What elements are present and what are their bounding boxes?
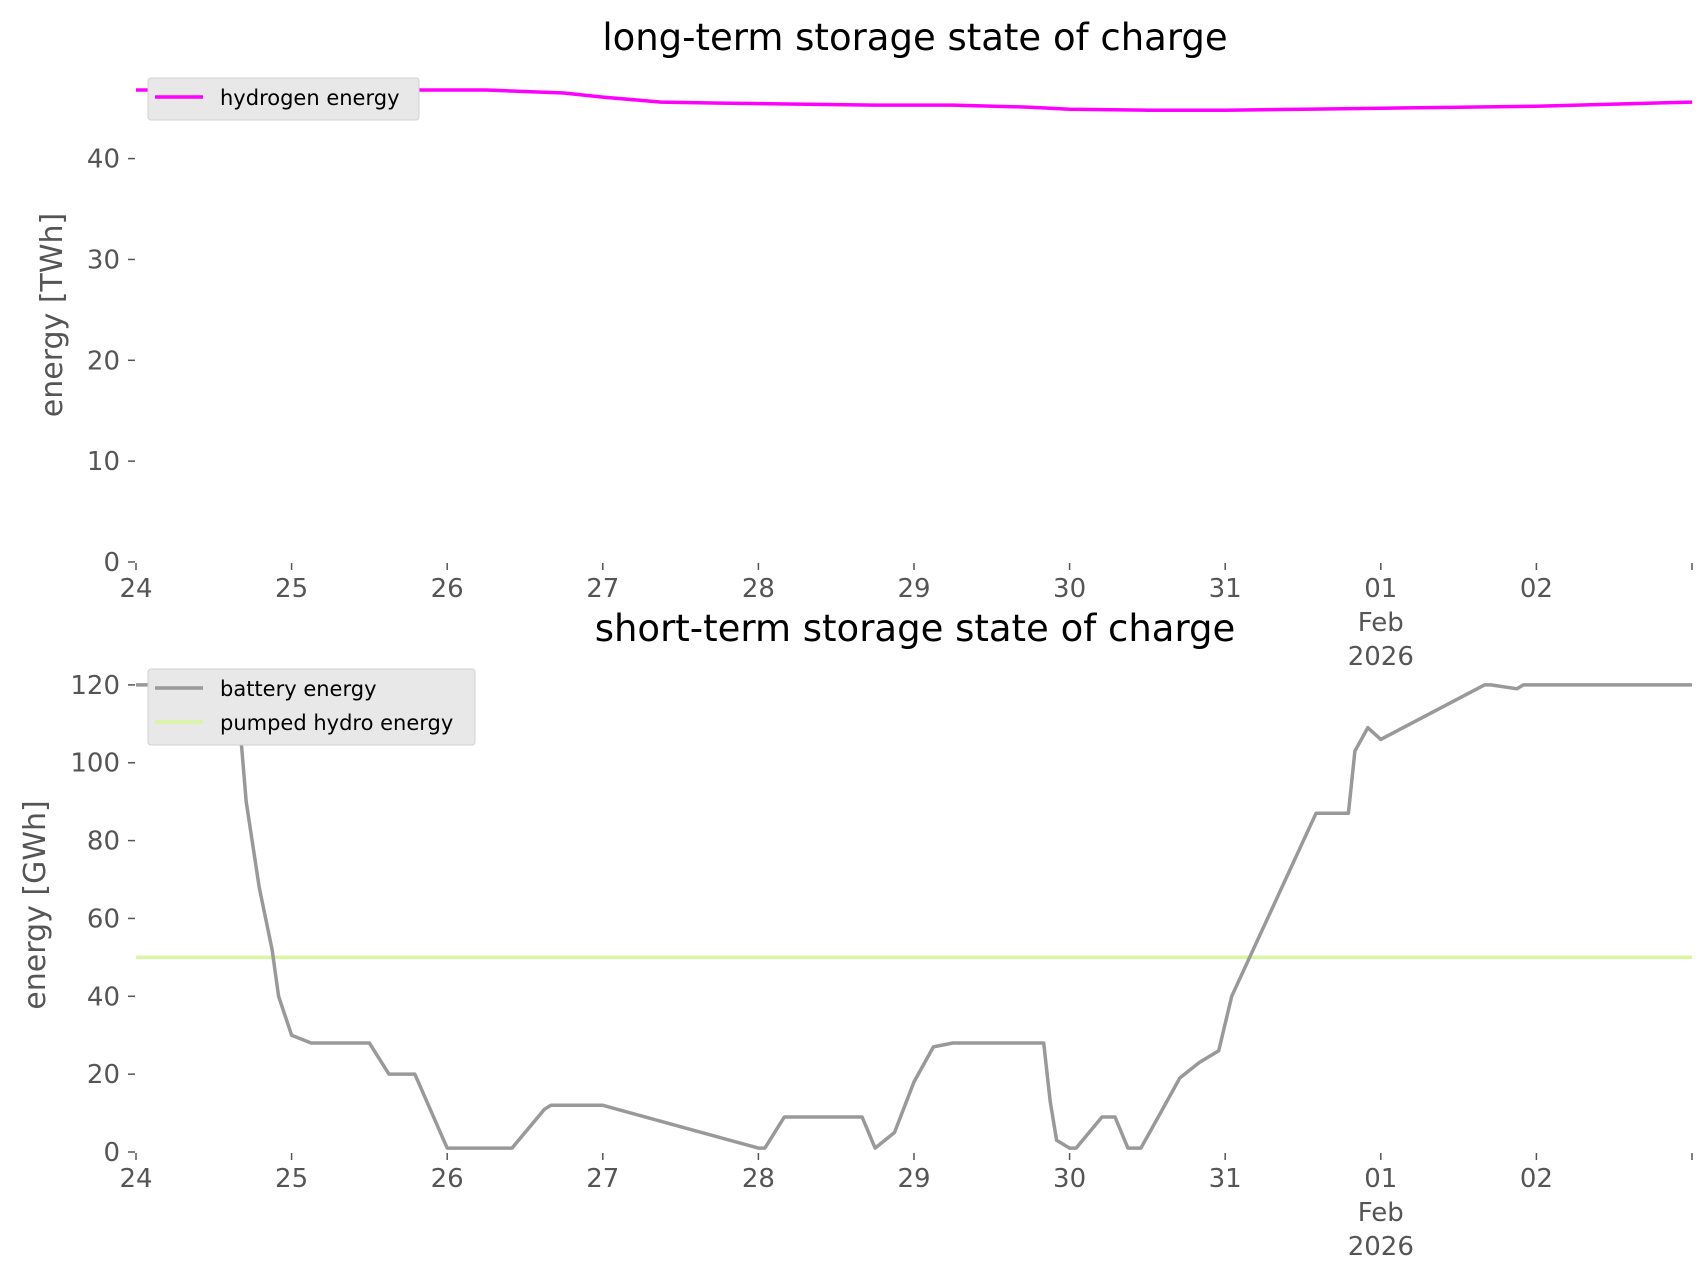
x-tick-label: 2026 bbox=[1348, 642, 1414, 672]
x-axis-ticks-long-term: 24 25 26 27 28 29 30 31 01 Feb 2026 02 bbox=[119, 563, 1693, 672]
y-tick-label: 120 bbox=[70, 671, 120, 701]
x-tick-label: 01 bbox=[1364, 1164, 1397, 1194]
x-tick-label: 28 bbox=[742, 574, 775, 604]
panel-long-term: long-term storage state of charge energy… bbox=[35, 16, 1693, 672]
y-tick-label: 60 bbox=[87, 904, 120, 934]
x-axis-ticks-short-term: 24 25 26 27 28 29 30 31 01 Feb 2026 02 bbox=[119, 1153, 1693, 1262]
legend-box bbox=[147, 668, 476, 746]
legend-label-battery: battery energy bbox=[220, 677, 377, 701]
y-tick-label: 40 bbox=[87, 982, 120, 1012]
y-tick-label: 100 bbox=[70, 749, 120, 779]
y-tick-label: 20 bbox=[87, 1060, 120, 1090]
y-tick-label: 20 bbox=[87, 346, 120, 376]
x-tick-label: 24 bbox=[119, 574, 152, 604]
chart-title-short-term: short-term storage state of charge bbox=[595, 607, 1236, 650]
x-tick-label: 25 bbox=[275, 1164, 308, 1194]
y-axis-ticks-short-term: 0 20 40 60 80 100 120 bbox=[70, 671, 135, 1168]
x-tick-label: 29 bbox=[897, 574, 930, 604]
x-tick-label: 24 bbox=[119, 1164, 152, 1194]
x-tick-label: 30 bbox=[1053, 574, 1086, 604]
y-tick-label: 0 bbox=[103, 548, 120, 578]
x-tick-label: Feb bbox=[1358, 1198, 1404, 1228]
x-tick-label: 31 bbox=[1209, 1164, 1242, 1194]
series-line-battery-energy bbox=[136, 683, 1692, 1150]
x-tick-label: 26 bbox=[431, 574, 464, 604]
x-tick-label: 2026 bbox=[1348, 1232, 1414, 1262]
y-tick-label: 10 bbox=[87, 447, 120, 477]
x-tick-label: 27 bbox=[586, 1164, 619, 1194]
y-axis-label-long-term: energy [TWh] bbox=[35, 213, 70, 417]
x-tick-label: 01 bbox=[1364, 574, 1397, 604]
x-tick-label: 30 bbox=[1053, 1164, 1086, 1194]
legend-label-hydrogen: hydrogen energy bbox=[220, 86, 400, 110]
legend-long-term: hydrogen energy bbox=[147, 77, 420, 121]
panel-short-term: short-term storage state of charge energ… bbox=[18, 607, 1693, 1262]
series-group-long-term bbox=[136, 88, 1693, 112]
legend-label-pumped-hydro: pumped hydro energy bbox=[220, 711, 453, 735]
series-line-hydrogen-energy bbox=[136, 88, 1693, 112]
legend-box bbox=[147, 77, 420, 121]
x-tick-label: 02 bbox=[1520, 1164, 1553, 1194]
y-axis-ticks-long-term: 0 10 20 30 40 bbox=[87, 145, 135, 578]
chart-title-long-term: long-term storage state of charge bbox=[602, 16, 1227, 59]
x-tick-label: 29 bbox=[897, 1164, 930, 1194]
y-tick-label: 0 bbox=[103, 1138, 120, 1168]
x-tick-label: 02 bbox=[1520, 574, 1553, 604]
x-tick-label: 26 bbox=[431, 1164, 464, 1194]
y-tick-label: 30 bbox=[87, 245, 120, 275]
x-tick-label: Feb bbox=[1358, 608, 1404, 638]
x-tick-label: 27 bbox=[586, 574, 619, 604]
y-axis-label-short-term: energy [GWh] bbox=[18, 800, 53, 1009]
x-tick-label: 28 bbox=[742, 1164, 775, 1194]
x-tick-label: 31 bbox=[1209, 574, 1242, 604]
legend-short-term: battery energy pumped hydro energy bbox=[147, 668, 476, 746]
y-tick-label: 40 bbox=[87, 145, 120, 175]
y-tick-label: 80 bbox=[87, 827, 120, 857]
x-tick-label: 25 bbox=[275, 574, 308, 604]
series-group-short-term bbox=[136, 683, 1692, 1150]
